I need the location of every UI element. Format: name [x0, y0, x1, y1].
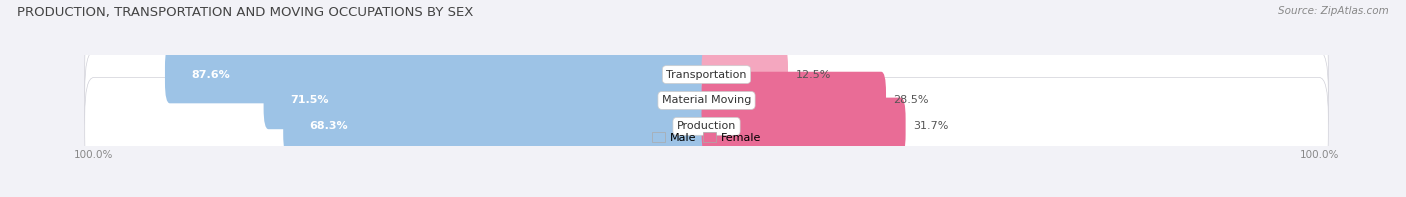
Text: PRODUCTION, TRANSPORTATION AND MOVING OCCUPATIONS BY SEX: PRODUCTION, TRANSPORTATION AND MOVING OC…	[17, 6, 474, 19]
Text: 71.5%: 71.5%	[290, 96, 329, 105]
FancyBboxPatch shape	[84, 26, 1329, 124]
Text: 68.3%: 68.3%	[309, 121, 349, 131]
FancyBboxPatch shape	[84, 77, 1329, 175]
FancyBboxPatch shape	[165, 46, 711, 103]
Text: 87.6%: 87.6%	[191, 70, 231, 80]
FancyBboxPatch shape	[702, 98, 905, 155]
FancyBboxPatch shape	[283, 98, 711, 155]
FancyBboxPatch shape	[263, 72, 711, 129]
FancyBboxPatch shape	[84, 52, 1329, 149]
FancyBboxPatch shape	[702, 46, 787, 103]
Legend: Male, Female: Male, Female	[648, 128, 765, 148]
Text: Material Moving: Material Moving	[662, 96, 751, 105]
Text: 31.7%: 31.7%	[912, 121, 948, 131]
Text: Source: ZipAtlas.com: Source: ZipAtlas.com	[1278, 6, 1389, 16]
Text: Production: Production	[676, 121, 737, 131]
Text: 28.5%: 28.5%	[893, 96, 929, 105]
FancyBboxPatch shape	[702, 72, 886, 129]
Text: Transportation: Transportation	[666, 70, 747, 80]
Text: 12.5%: 12.5%	[796, 70, 831, 80]
